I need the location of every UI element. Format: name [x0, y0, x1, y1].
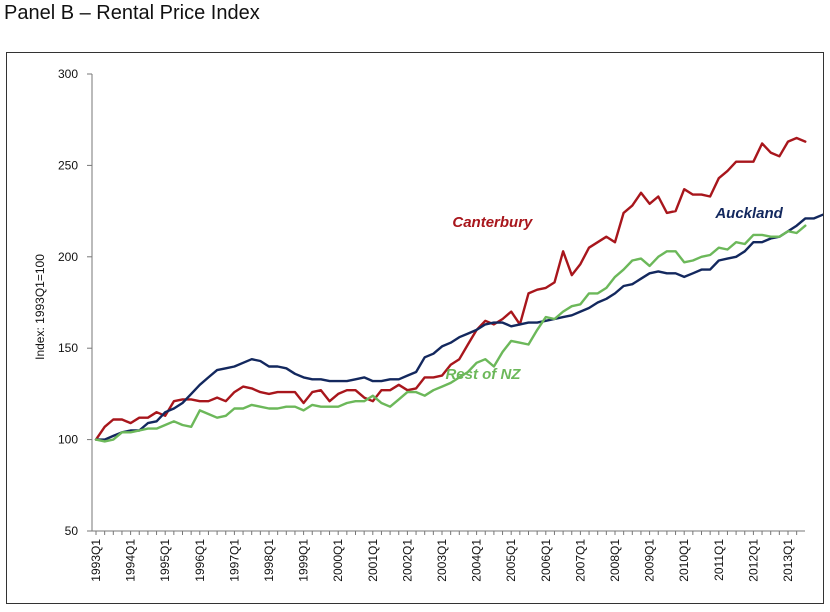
x-tick-label: 1999Q1	[297, 539, 311, 582]
x-tick-label: 2010Q1	[677, 539, 691, 582]
x-tick-label: 2012Q1	[746, 539, 760, 582]
chart-area: 50 100 150 200 250 300 1993Q1 1994Q1 1995Q1 1996Q…	[6, 52, 824, 604]
y-tick-label: 50	[65, 524, 79, 538]
x-tick-label: 2005Q1	[504, 539, 518, 582]
x-tick-label: 2006Q1	[539, 539, 553, 582]
x-tick-label: 1993Q1	[89, 539, 103, 582]
x-tick-label: 1997Q1	[227, 539, 241, 582]
series-labels: Canterbury Auckland Rest of NZ	[445, 205, 783, 383]
y-axis-label: Index: 1993Q1=100	[33, 254, 47, 360]
series-line-canterbury	[94, 136, 807, 441]
x-tick-label: 1994Q1	[124, 539, 138, 582]
x-tick-label: 2011Q1	[712, 539, 726, 581]
series-label-rest-of-nz: Rest of NZ	[445, 366, 521, 383]
x-tick-label: 2002Q1	[400, 539, 414, 582]
series-lines	[94, 136, 823, 443]
y-tick-label: 150	[58, 341, 78, 355]
y-tick-label: 300	[58, 67, 78, 81]
x-tick-label: 2007Q1	[573, 539, 587, 582]
line-chart: 50 100 150 200 250 300 1993Q1 1994Q1 1995Q1 1996Q…	[33, 67, 823, 582]
chart-title: Panel B – Rental Price Index	[4, 2, 260, 24]
axes: 50 100 150 200 250 300 1993Q1 1994Q1 1995Q1 1996Q…	[58, 67, 805, 582]
x-tick-label: 1995Q1	[158, 539, 172, 582]
series-line-rest-of-nz	[94, 224, 807, 443]
x-tick-label: 2009Q1	[643, 539, 657, 582]
x-tick-label: 2008Q1	[608, 539, 622, 582]
y-tick-label: 100	[58, 433, 78, 447]
x-tick-label: 2000Q1	[331, 539, 345, 582]
series-line-auckland	[94, 213, 823, 441]
series-label-auckland: Auckland	[714, 205, 783, 222]
x-tick-label: 2001Q1	[366, 539, 380, 582]
y-tick-label: 200	[58, 250, 78, 264]
x-tick-label: 2013Q1	[781, 539, 795, 582]
y-tick-label: 250	[58, 158, 78, 172]
x-tick-label: 1998Q1	[262, 539, 276, 582]
x-tick-label: 2003Q1	[435, 539, 449, 582]
series-label-canterbury: Canterbury	[452, 214, 533, 231]
x-tick-label: 1996Q1	[193, 539, 207, 582]
x-tick-label: 2004Q1	[470, 539, 484, 582]
